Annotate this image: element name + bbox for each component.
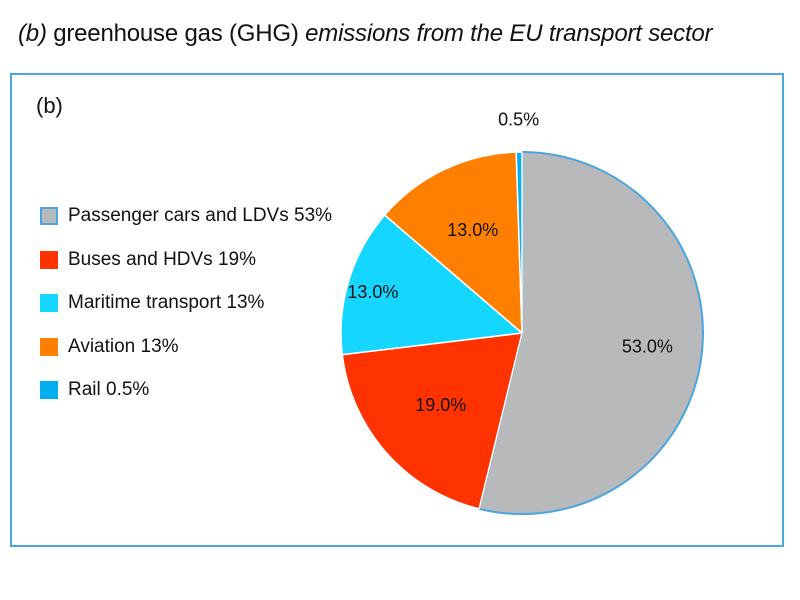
chart-panel: (b) Passenger cars and LDVs 53% Buses an…	[10, 73, 784, 547]
legend-swatch-passenger-cars	[40, 207, 58, 225]
legend-swatch-rail	[40, 381, 58, 399]
pie-chart: 53.0% 19.0% 13.0% 13.0% 0.5%	[340, 109, 704, 515]
legend-label-buses-hdvs: Buses and HDVs 19%	[68, 248, 256, 270]
figure-title: (b) greenhouse gas (GHG) emissions from …	[18, 20, 713, 48]
slice-label-maritime: 13.0%	[347, 282, 398, 302]
legend-swatch-buses-hdvs	[40, 250, 58, 269]
figure-title-suffix: emissions from the EU transport sector	[305, 20, 713, 47]
legend-label-rail: Rail 0.5%	[68, 379, 150, 400]
slice-label-aviation: 13.0%	[447, 220, 498, 240]
legend-label-aviation: Aviation 13%	[68, 335, 179, 357]
legend-item-passenger-cars: Passenger cars and LDVs 53%	[40, 205, 332, 227]
slice-label-passenger-cars: 53.0%	[622, 336, 673, 356]
panel-label: (b)	[36, 93, 63, 118]
figure-title-middle: greenhouse gas (GHG)	[46, 20, 306, 47]
chart-legend: Passenger cars and LDVs 53% Buses and HD…	[40, 205, 332, 423]
legend-label-passenger-cars: Passenger cars and LDVs 53%	[68, 205, 333, 226]
slice-label-rail: 0.5%	[498, 109, 539, 129]
legend-swatch-aviation	[40, 337, 58, 356]
legend-item-rail: Rail 0.5%	[40, 379, 332, 401]
pie-slice-aviation	[383, 151, 523, 334]
pie-slice-buses-hdvs	[341, 332, 523, 510]
pie-slice-passenger-cars	[478, 151, 704, 515]
slice-label-buses-hdvs: 19.0%	[415, 395, 466, 415]
pie-slice-rail	[515, 151, 523, 334]
figure-title-prefix: (b)	[18, 20, 47, 47]
legend-label-maritime: Maritime transport 13%	[68, 292, 265, 313]
legend-item-buses-hdvs: Buses and HDVs 19%	[40, 249, 332, 271]
pie-slice-maritime	[340, 214, 523, 356]
legend-item-maritime: Maritime transport 13%	[40, 292, 332, 314]
legend-item-aviation: Aviation 13%	[40, 336, 332, 358]
legend-swatch-maritime	[40, 294, 58, 312]
